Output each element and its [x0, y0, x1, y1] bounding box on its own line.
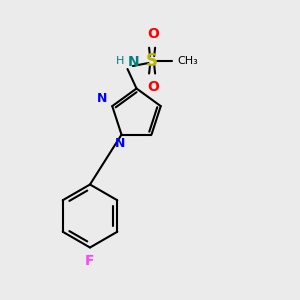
- Text: S: S: [146, 52, 158, 70]
- Text: N: N: [98, 92, 108, 105]
- Text: O: O: [147, 80, 159, 94]
- Text: N: N: [128, 55, 140, 69]
- Text: N: N: [115, 137, 125, 150]
- Text: CH₃: CH₃: [177, 56, 198, 66]
- Text: H: H: [116, 56, 124, 66]
- Text: O: O: [147, 27, 159, 41]
- Text: F: F: [85, 254, 95, 268]
